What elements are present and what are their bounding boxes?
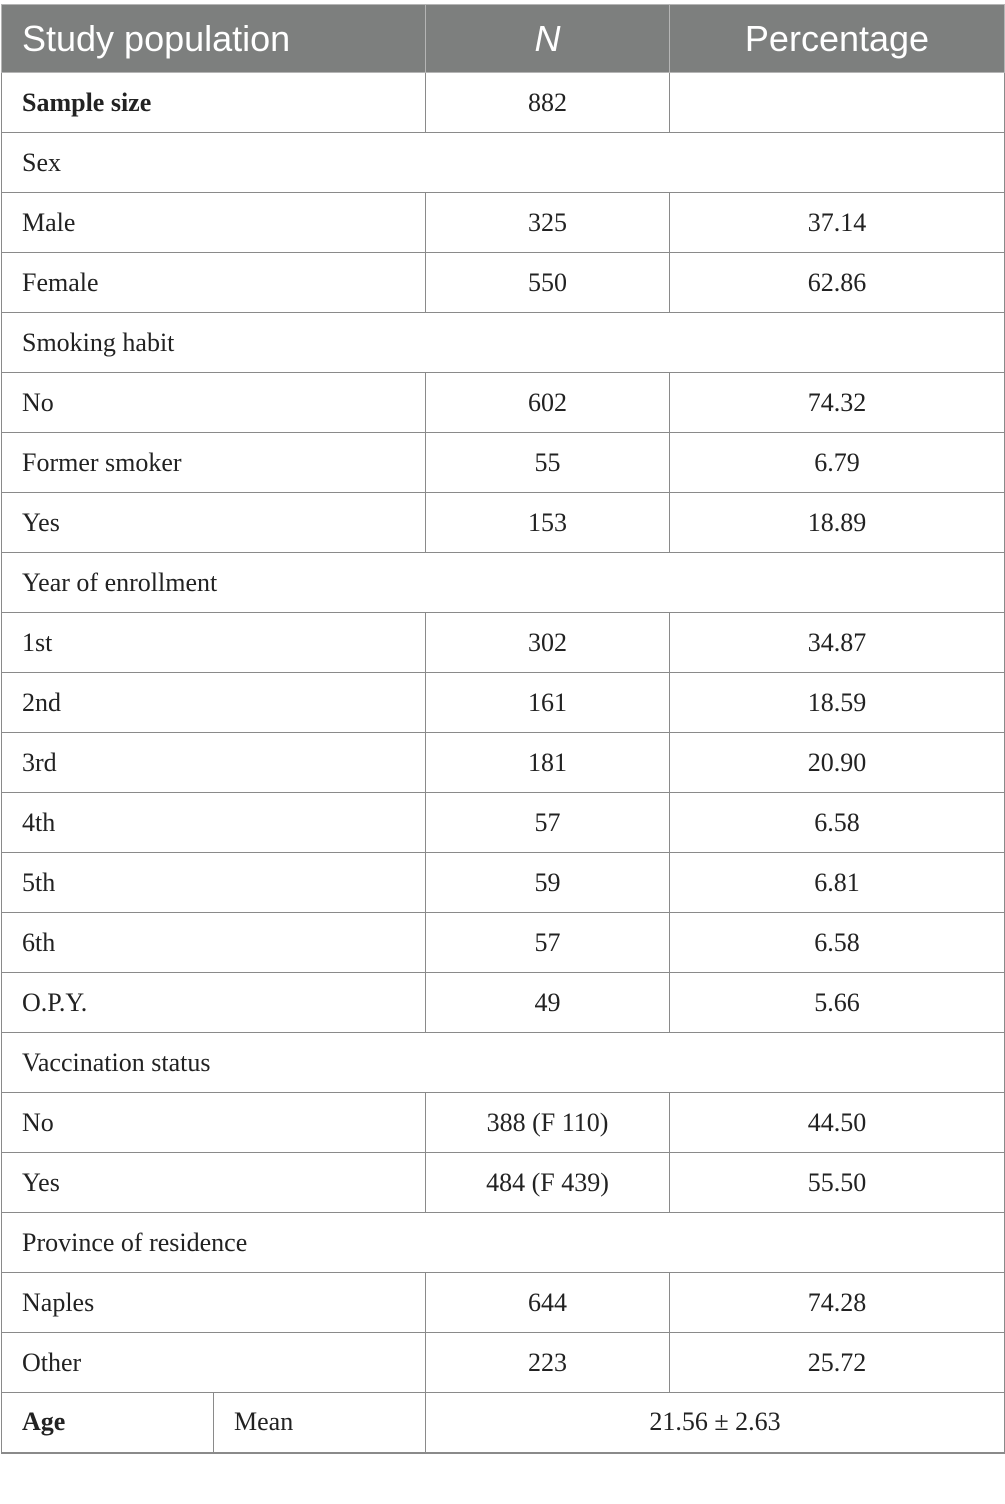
row-label: 5th [1, 852, 426, 913]
row-label: Male [1, 192, 426, 253]
table-row: No 388 (F 110) 44.50 [1, 1092, 1005, 1153]
table-row: Other 223 25.72 [1, 1332, 1005, 1393]
row-label: 4th [1, 792, 426, 853]
row-percentage-value [669, 72, 1005, 133]
table-row: Yes 153 18.89 [1, 492, 1005, 553]
row-percentage-value: 5.66 [669, 972, 1005, 1033]
table-row: Sample size 882 [1, 72, 1005, 133]
row-percentage-value: 44.50 [669, 1092, 1005, 1153]
row-label: Naples [1, 1272, 426, 1333]
table-row: O.P.Y. 49 5.66 [1, 972, 1005, 1033]
row-label: Sample size [1, 72, 426, 133]
section-header-row: Smoking habit [1, 312, 1005, 373]
section-header-row: Year of enrollment [1, 552, 1005, 613]
row-label: 3rd [1, 732, 426, 793]
row-label: Other [1, 1332, 426, 1393]
row-n-value: 55 [425, 432, 670, 493]
row-percentage-value: 6.79 [669, 432, 1005, 493]
row-percentage-value: 18.89 [669, 492, 1005, 553]
section-label: Year of enrollment [1, 552, 1005, 613]
row-percentage-value: 37.14 [669, 192, 1005, 253]
table-body: Sample size 882 Sex Male 325 37.14 Female 550 62… [1, 72, 1005, 1454]
row-label: No [1, 372, 426, 433]
table-row: Yes 484 (F 439) 55.50 [1, 1152, 1005, 1213]
age-row: Age Mean 21.56 ± 2.63 [1, 1392, 1005, 1454]
row-percentage-value: 20.90 [669, 732, 1005, 793]
header-percentage: Percentage [669, 4, 1005, 73]
row-n-value: 153 [425, 492, 670, 553]
section-header-row: Sex [1, 132, 1005, 193]
row-n-value: 49 [425, 972, 670, 1033]
row-label: Yes [1, 1152, 426, 1213]
table-row: 3rd 181 20.90 [1, 732, 1005, 793]
table-row: Female 550 62.86 [1, 252, 1005, 313]
row-percentage-value: 55.50 [669, 1152, 1005, 1213]
row-label: No [1, 1092, 426, 1153]
table-row: 6th 57 6.58 [1, 912, 1005, 973]
table-row: Former smoker 55 6.79 [1, 432, 1005, 493]
section-label: Smoking habit [1, 312, 1005, 373]
age-label: Age [1, 1392, 214, 1454]
section-label: Vaccination status [1, 1032, 1005, 1093]
table-row: Naples 644 74.28 [1, 1272, 1005, 1333]
age-mean-value: 21.56 ± 2.63 [425, 1392, 1005, 1454]
row-n-value: 388 (F 110) [425, 1092, 670, 1153]
row-n-value: 223 [425, 1332, 670, 1393]
row-percentage-value: 74.28 [669, 1272, 1005, 1333]
table-row: 1st 302 34.87 [1, 612, 1005, 673]
study-population-table: Study population N Percentage Sample siz… [1, 4, 1005, 1454]
row-n-value: 644 [425, 1272, 670, 1333]
row-n-value: 302 [425, 612, 670, 673]
row-n-value: 57 [425, 792, 670, 853]
section-label: Sex [1, 132, 1005, 193]
header-n: N [425, 4, 670, 73]
row-percentage-value: 6.58 [669, 792, 1005, 853]
row-n-value: 602 [425, 372, 670, 433]
age-mean-label: Mean [213, 1392, 426, 1454]
row-percentage-value: 6.58 [669, 912, 1005, 973]
header-study-population: Study population [1, 4, 426, 73]
row-n-value: 161 [425, 672, 670, 733]
row-percentage-value: 74.32 [669, 372, 1005, 433]
table-row: 2nd 161 18.59 [1, 672, 1005, 733]
row-n-value: 550 [425, 252, 670, 313]
section-header-row: Province of residence [1, 1212, 1005, 1273]
table-row: 5th 59 6.81 [1, 852, 1005, 913]
row-percentage-value: 34.87 [669, 612, 1005, 673]
section-label: Province of residence [1, 1212, 1005, 1273]
table-header-row: Study population N Percentage [1, 4, 1005, 73]
row-label: 2nd [1, 672, 426, 733]
row-percentage-value: 25.72 [669, 1332, 1005, 1393]
row-percentage-value: 6.81 [669, 852, 1005, 913]
row-label: O.P.Y. [1, 972, 426, 1033]
row-percentage-value: 18.59 [669, 672, 1005, 733]
row-n-value: 882 [425, 72, 670, 133]
row-n-value: 181 [425, 732, 670, 793]
section-header-row: Vaccination status [1, 1032, 1005, 1093]
row-label: 6th [1, 912, 426, 973]
table-row: 4th 57 6.58 [1, 792, 1005, 853]
row-label: Yes [1, 492, 426, 553]
row-n-value: 484 (F 439) [425, 1152, 670, 1213]
row-n-value: 57 [425, 912, 670, 973]
table-row: No 602 74.32 [1, 372, 1005, 433]
row-label: 1st [1, 612, 426, 673]
row-label: Female [1, 252, 426, 313]
row-label: Former smoker [1, 432, 426, 493]
table-row: Male 325 37.14 [1, 192, 1005, 253]
row-percentage-value: 62.86 [669, 252, 1005, 313]
row-n-value: 59 [425, 852, 670, 913]
row-n-value: 325 [425, 192, 670, 253]
